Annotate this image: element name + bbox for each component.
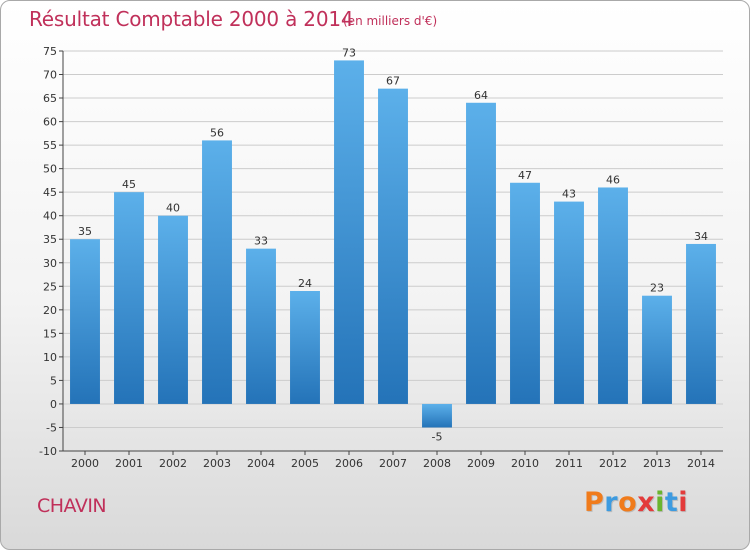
y-tick-label: 65	[43, 92, 57, 105]
bar	[686, 243, 716, 404]
x-tick-label: 2008	[423, 457, 451, 470]
bar	[598, 187, 628, 404]
x-tick-label: 2013	[643, 457, 671, 470]
y-tick-label: 20	[43, 304, 57, 317]
data-label: 73	[342, 46, 356, 59]
bar	[246, 248, 276, 404]
x-tick-label: 2007	[379, 457, 407, 470]
bar	[202, 140, 232, 404]
proxiti-logo[interactable]: Proxiti	[584, 487, 688, 518]
x-tick-label: 2006	[335, 457, 363, 470]
x-tick-label: 2005	[291, 457, 319, 470]
data-label: 46	[606, 173, 620, 186]
y-tick-label: 30	[43, 257, 57, 270]
logo-letter: P	[584, 487, 605, 518]
bar	[290, 291, 320, 404]
data-label: 40	[166, 202, 180, 215]
y-tick-label: 55	[43, 139, 57, 152]
data-label: 45	[122, 178, 136, 191]
y-tick-label: 50	[43, 163, 57, 176]
y-tick-label: 0	[50, 398, 57, 411]
y-tick-label: 70	[43, 69, 57, 82]
bar	[642, 295, 672, 404]
x-tick-label: 2011	[555, 457, 583, 470]
bar	[114, 192, 144, 404]
data-label: 33	[254, 235, 268, 248]
y-tick-label: 25	[43, 280, 57, 293]
x-tick-label: 2009	[467, 457, 495, 470]
bar	[422, 403, 452, 428]
y-tick-label: 5	[50, 374, 57, 387]
chart-title: Résultat Comptable 2000 à 2014	[29, 7, 354, 31]
x-tick-label: 2000	[71, 457, 99, 470]
x-tick-label: 2014	[687, 457, 715, 470]
bar	[334, 60, 364, 404]
y-tick-label: 60	[43, 116, 57, 129]
y-tick-label: 35	[43, 233, 57, 246]
x-tick-label: 2004	[247, 457, 275, 470]
data-label: 47	[518, 169, 532, 182]
logo-letter: t	[664, 487, 679, 518]
data-label: 35	[78, 225, 92, 238]
logo-letter: i	[678, 487, 689, 518]
x-tick-label: 2012	[599, 457, 627, 470]
bar	[510, 182, 540, 404]
y-tick-label: 15	[43, 327, 57, 340]
labels: 35 45 40 56 33 24 73 67 -5 64 47 43 46 23 34	[78, 46, 708, 443]
data-label: -5	[432, 430, 443, 443]
y-tick-label: 45	[43, 186, 57, 199]
data-label: 24	[298, 277, 312, 290]
logo-letter: o	[618, 487, 638, 518]
x-tick-label: 2010	[511, 457, 539, 470]
y-tick-label: -10	[39, 445, 57, 458]
data-label: 64	[474, 89, 488, 102]
bar	[378, 88, 408, 404]
chart-subtitle: (en milliers d'€)	[343, 14, 438, 28]
x-tick-label: 2002	[159, 457, 187, 470]
y-tick-label: 75	[43, 45, 57, 58]
commune-name: CHAVIN	[37, 495, 107, 517]
logo-letter: r	[604, 487, 619, 518]
bars	[70, 60, 716, 428]
x-tick-label: 2003	[203, 457, 231, 470]
bar	[554, 201, 584, 404]
data-label: 67	[386, 75, 400, 88]
data-label: 56	[210, 126, 224, 139]
bar	[70, 239, 100, 404]
y-tick-label: 10	[43, 351, 57, 364]
x-tick-label: 2001	[115, 457, 143, 470]
bar	[158, 215, 188, 404]
logo-letter: x	[637, 487, 656, 518]
y-tick-label: -5	[46, 421, 57, 434]
data-label: 34	[694, 230, 708, 243]
y-tick-label: 40	[43, 210, 57, 223]
data-label: 43	[562, 188, 576, 201]
data-label: 23	[650, 282, 664, 295]
bar	[466, 102, 496, 404]
logo-letter: i	[655, 487, 665, 518]
